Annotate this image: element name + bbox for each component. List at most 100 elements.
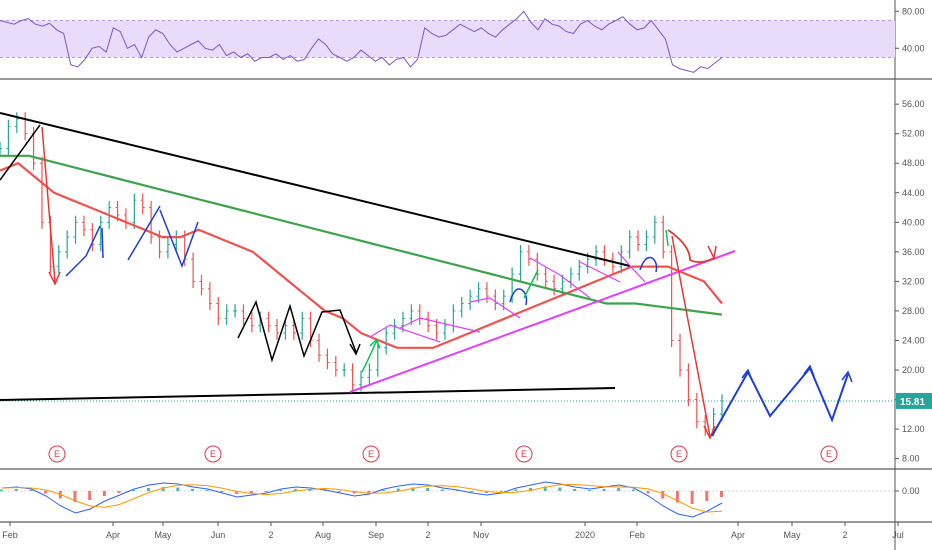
macd-histogram-bar xyxy=(690,491,694,504)
magenta-flag xyxy=(399,317,481,333)
price-tick-label: 32.00 xyxy=(902,276,925,286)
macd-histogram-bar xyxy=(249,491,253,493)
price-tick-label: 36.00 xyxy=(902,247,925,257)
descending-trendline[interactable] xyxy=(0,112,631,267)
blue-arrow-head xyxy=(741,368,753,381)
blue-arc xyxy=(509,288,528,306)
macd-histogram-bar xyxy=(323,490,327,491)
macd-histogram-bar xyxy=(161,487,165,491)
macd-histogram-bar xyxy=(617,488,621,491)
macd-histogram-bar xyxy=(411,487,415,491)
green-arrow-up xyxy=(361,341,377,373)
earnings-marker[interactable] xyxy=(204,445,222,463)
time-tick-label: Feb xyxy=(2,530,18,540)
macd-histogram-bar xyxy=(587,490,591,491)
earnings-marker[interactable] xyxy=(515,445,533,463)
green-arrow-head xyxy=(369,338,381,349)
macd-histogram-bar xyxy=(514,489,518,491)
blue-zigzag xyxy=(127,205,161,261)
blue-zigzag xyxy=(159,209,199,269)
macd-histogram-bar xyxy=(646,491,650,494)
earnings-marker[interactable] xyxy=(362,445,380,463)
price-tick-label: 20.00 xyxy=(902,365,925,375)
price-panel: 56.00 52.00 48.00 44.00 40.00 36.00 32.00 28.00… xyxy=(0,99,932,464)
magenta-flag xyxy=(579,261,621,283)
macd-histogram-bar xyxy=(631,489,635,491)
blue-zigzag xyxy=(65,225,101,277)
last-price-label: 15.81 xyxy=(900,397,925,408)
macd-histogram-bar xyxy=(176,487,180,491)
red-arrow-down xyxy=(671,235,711,437)
macd-histogram-bar xyxy=(484,491,488,493)
time-tick-label: Aug xyxy=(315,530,331,540)
green-arrow-up xyxy=(523,269,539,299)
blue-arc xyxy=(639,256,658,273)
macd-histogram-bar xyxy=(88,491,92,500)
macd-histogram-bar xyxy=(279,490,283,491)
earnings-marker[interactable] xyxy=(820,445,838,463)
macd-histogram-bar xyxy=(102,491,106,496)
price-tick-label: 28.00 xyxy=(902,306,925,316)
macd-histogram-bar xyxy=(499,491,503,492)
axes: Feb Apr May Jun 2 Aug Sep 2 Nov 2020 Feb Apr May 2 Jul xyxy=(2,522,904,540)
left-rise-line[interactable] xyxy=(0,124,41,181)
time-tick-label: May xyxy=(154,530,172,540)
moving-average-green xyxy=(0,154,723,316)
macd-histogram-bar xyxy=(308,489,312,491)
time-tick-label: Jul xyxy=(892,530,904,540)
time-tick-label: Apr xyxy=(731,530,745,540)
price-tick-label: 12.00 xyxy=(902,424,925,434)
earnings-marker-label: E xyxy=(368,449,374,459)
price-tick-label: 40.00 xyxy=(902,217,925,227)
macd-histogram-bar xyxy=(220,491,224,492)
support-trendline[interactable] xyxy=(0,387,616,401)
earnings-marker-label: E xyxy=(826,449,832,459)
red-arrow-head xyxy=(703,425,716,440)
macd-histogram-bar xyxy=(675,491,679,503)
macd-histogram-bar xyxy=(132,490,136,491)
macd-histogram-bar xyxy=(470,491,474,492)
earnings-marker[interactable] xyxy=(670,445,688,463)
macd-histogram-bar xyxy=(705,491,709,501)
drawings-layer xyxy=(0,112,853,440)
uptrend-line-magenta[interactable] xyxy=(349,250,736,393)
earnings-marker-label: E xyxy=(54,449,60,459)
black-zigzag xyxy=(237,299,357,363)
red-arc xyxy=(667,229,715,263)
macd-histogram-bar xyxy=(426,488,430,491)
macd-signal-line xyxy=(1,483,723,513)
green-arrow-up xyxy=(665,229,669,247)
time-tick-label: 2 xyxy=(842,530,847,540)
earnings-marker-label: E xyxy=(210,449,216,459)
time-tick-label: 2020 xyxy=(575,530,595,540)
macd-histogram-bar xyxy=(264,491,268,492)
macd-histogram-bar xyxy=(29,490,33,491)
moving-average-red xyxy=(0,161,723,349)
time-tick-label: May xyxy=(783,530,801,540)
macd-histogram-bar xyxy=(720,491,723,497)
magenta-flag xyxy=(529,257,591,299)
last-price-tag xyxy=(896,392,932,409)
blue-arrow-head xyxy=(803,364,815,377)
rsi-tick-label: 80.00 xyxy=(902,6,925,16)
macd-histogram-bar xyxy=(382,490,386,491)
macd-histogram-bar xyxy=(235,491,239,494)
macd-histogram-bar xyxy=(396,488,400,491)
time-tick-label: Sep xyxy=(368,530,384,540)
price-tick-label: 56.00 xyxy=(902,99,925,109)
time-tick-label: Nov xyxy=(473,530,490,540)
macd-histogram-bar xyxy=(73,491,77,502)
macd-histogram-bar xyxy=(44,491,48,494)
rsi-band xyxy=(0,20,895,58)
magenta-flag xyxy=(369,324,441,343)
macd-histogram-bar xyxy=(205,490,209,491)
time-tick-label: 2 xyxy=(268,530,273,540)
macd-histogram-bar xyxy=(293,489,297,491)
macd-histogram-bar xyxy=(661,491,665,499)
time-tick-label: Jun xyxy=(211,530,226,540)
macd-histogram-bar xyxy=(558,487,562,491)
earnings-marker[interactable] xyxy=(48,445,66,463)
blue-zigzag xyxy=(101,227,104,259)
